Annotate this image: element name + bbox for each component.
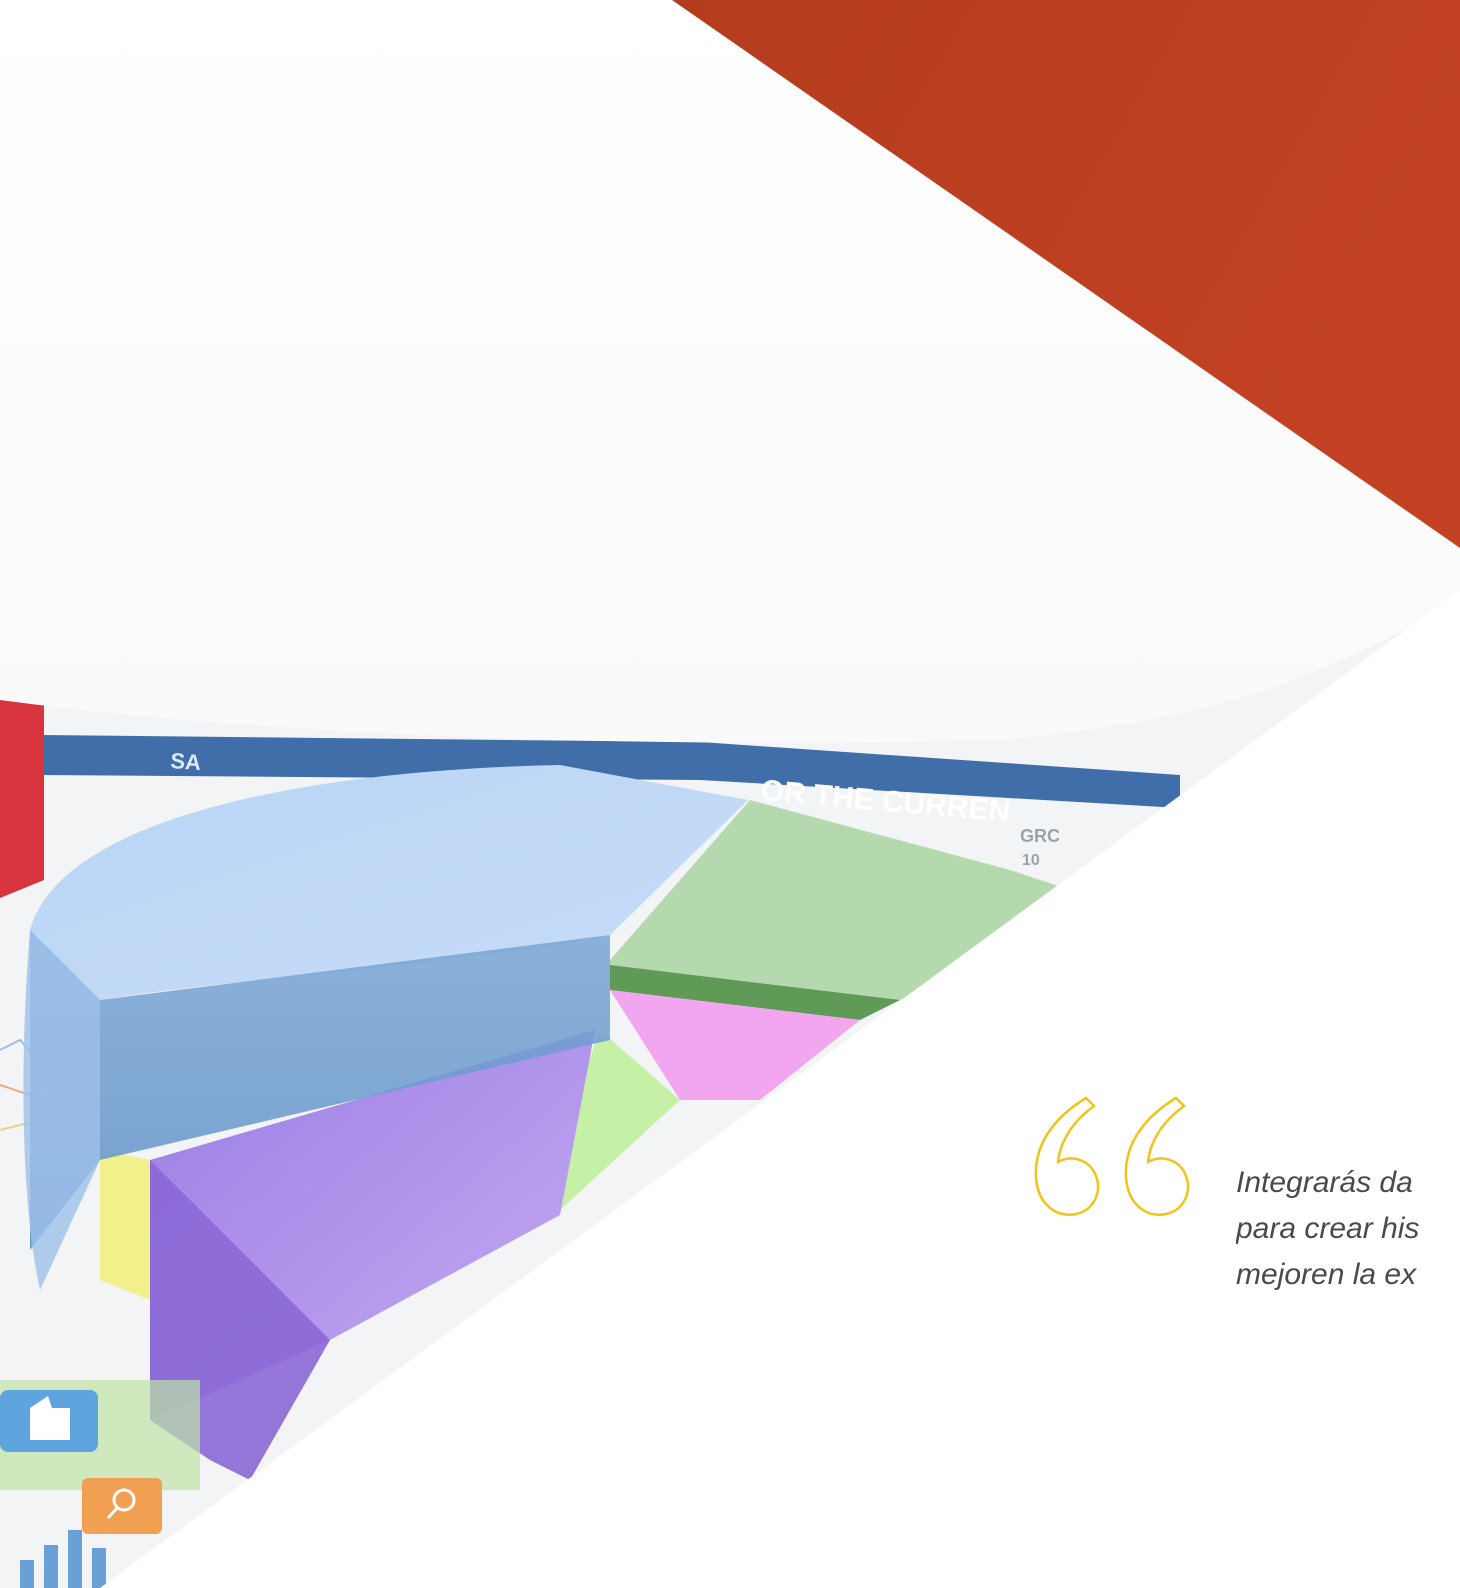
side-text-1: GRC <box>1020 826 1060 846</box>
side-text-2: 10 <box>1022 852 1040 869</box>
search-tile-icon <box>82 1478 162 1534</box>
bar-chart-tile-icon <box>20 1530 106 1588</box>
header-text-1: SA <box>170 748 202 775</box>
